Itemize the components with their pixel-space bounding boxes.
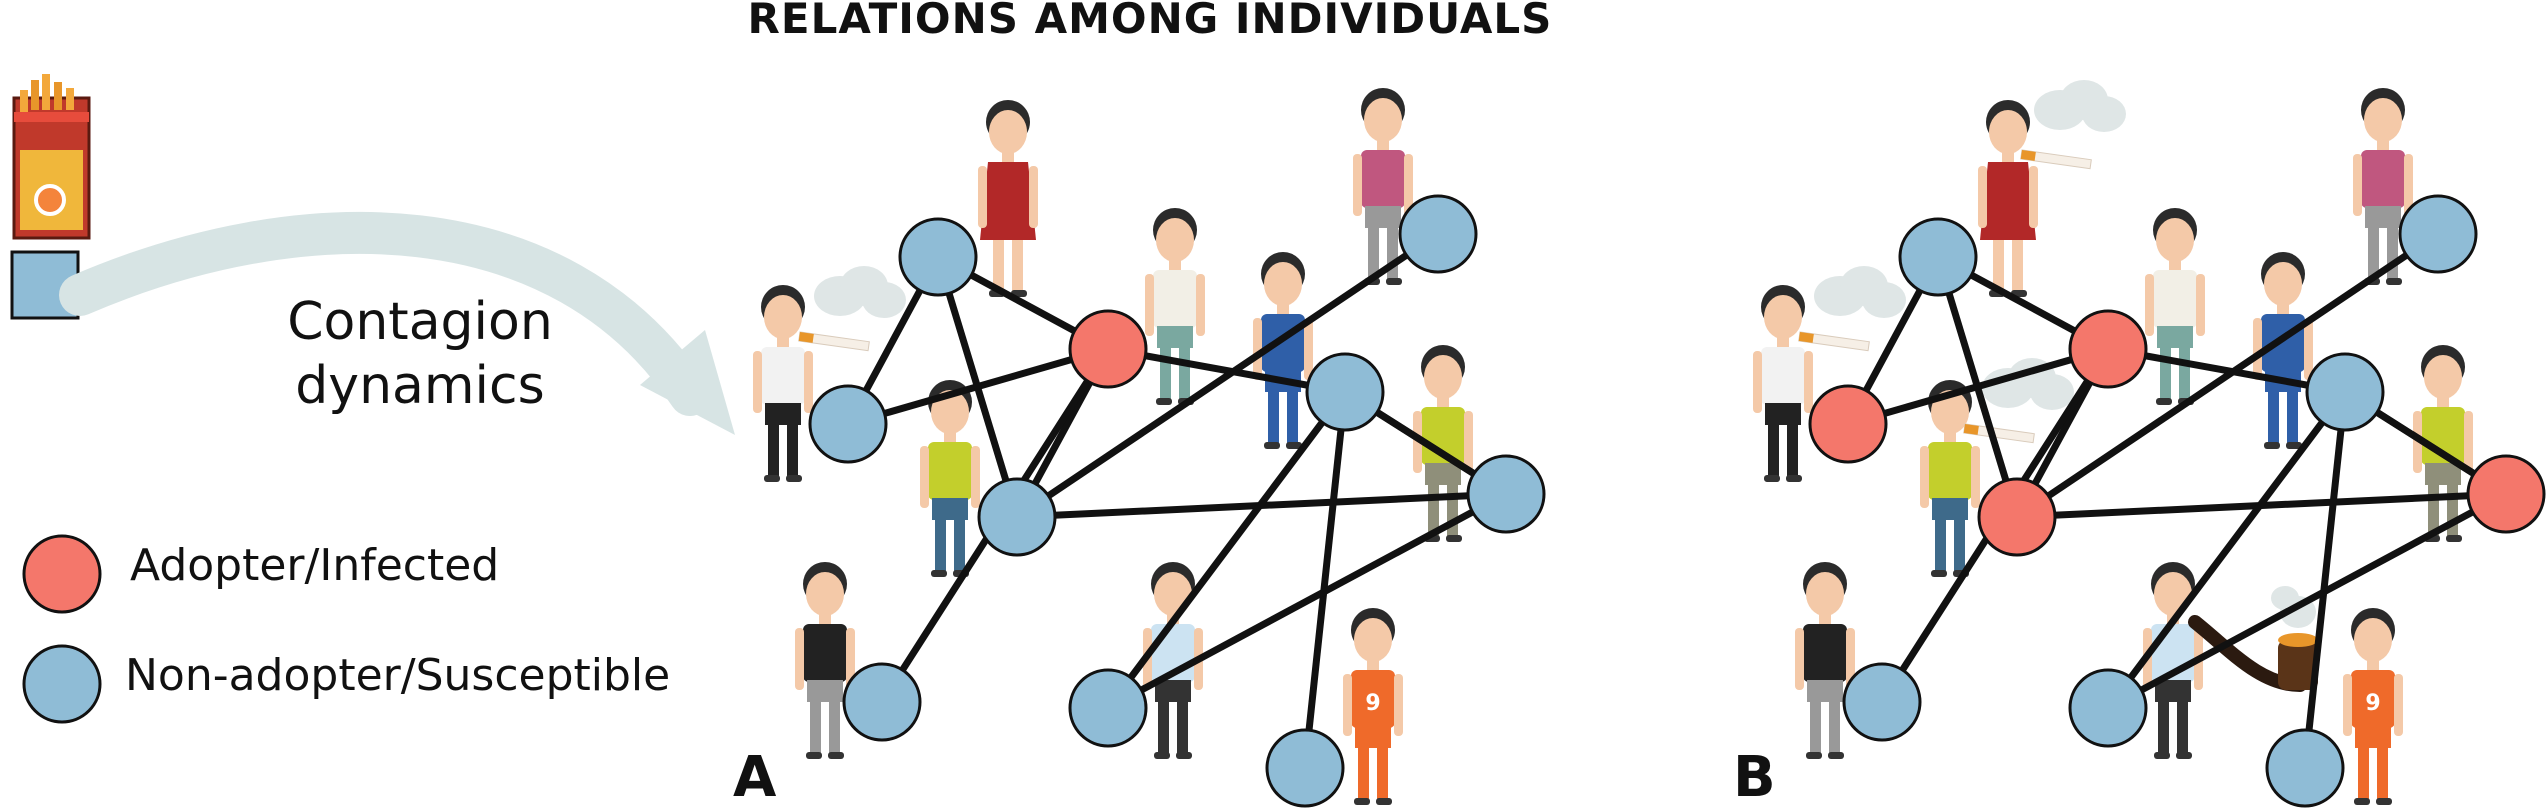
- panel-a-node-1-susceptible: [898, 217, 978, 297]
- people-panel-b: 9: [1753, 80, 2473, 805]
- panel-b-person-5: [1920, 380, 1980, 577]
- panel-a-person-4: [753, 285, 813, 482]
- panel-b-node-8-susceptible: [2068, 668, 2148, 748]
- figure-title: RELATIONS AMONG INDIVIDUALS: [747, 0, 1553, 43]
- panel-a-node-6-susceptible: [1398, 194, 1478, 274]
- panel-a-cigarette-icon: [798, 331, 870, 352]
- contagion-label: Contagion dynamics: [230, 290, 610, 418]
- panel-a-person-9: 9: [1343, 608, 1403, 805]
- panel-a-node-3-susceptible: [977, 477, 1057, 557]
- panel-a-edge-11: [1301, 391, 1349, 769]
- contagion-arrow-icon: [59, 212, 735, 435]
- panel-a-person-7: [795, 562, 855, 759]
- legend-susceptible-label: Non-adopter/Susceptible: [125, 650, 671, 701]
- cigarette-pack-icon: [12, 74, 91, 240]
- panel-a-node-8-susceptible: [1068, 668, 1148, 748]
- panel-b-cigarette-icon-1: [1798, 331, 1870, 352]
- panel-a-person-0: [978, 100, 1038, 297]
- panel-b-edge-6: [2107, 345, 2346, 396]
- panel-b-node-0-infected: [1808, 384, 1888, 464]
- panel-a-edge-12: [1106, 490, 1508, 712]
- panel-b-person-9: 9: [2343, 608, 2403, 805]
- panel-b-edge-7: [2015, 231, 2440, 520]
- panel-a-person-1: [1353, 88, 1413, 285]
- legend-susceptible-circle: [22, 644, 102, 724]
- panel-b-node-9-susceptible: [2265, 728, 2345, 808]
- panel-a-node-4-susceptible: [842, 662, 922, 742]
- panel-b-person-2: [2145, 208, 2205, 405]
- panel-b-edge-12: [2106, 490, 2508, 712]
- panel-b-smoke-icon-1: [1814, 266, 1906, 318]
- network-panel-b: [1808, 194, 2546, 808]
- contagion-line-1: Contagion: [287, 292, 553, 352]
- panel-a-person-5: [920, 380, 980, 577]
- panel-b-edge-3: [1934, 255, 2021, 519]
- panel-b-edge-10: [2105, 389, 2348, 711]
- panel-a-node-9-susceptible: [1265, 728, 1345, 808]
- panel-a-person-2: [1145, 208, 1205, 405]
- contagion-line-2: dynamics: [295, 356, 545, 416]
- panel-a-shirt-number: 9: [1365, 691, 1380, 716]
- panel-b-cigarette-icon-3: [1963, 423, 2035, 444]
- panel-b-shirt-number: 9: [2365, 691, 2380, 716]
- panel-b-smoke-icon-2: [2034, 80, 2126, 132]
- panel-b-node-2-infected: [2068, 309, 2148, 389]
- panel-a-node-2-infected: [1068, 309, 1148, 389]
- panel-b-cigarette-icon-2: [2020, 149, 2092, 170]
- panel-a-edge-6: [1107, 345, 1346, 396]
- panel-b-label: B: [1733, 745, 1776, 810]
- panel-b-person-7: [1795, 562, 1855, 759]
- panel-b-node-3-infected: [1977, 477, 2057, 557]
- panel-b-person-0: [1978, 100, 2038, 297]
- panel-b-node-5-susceptible: [2305, 352, 2385, 432]
- panel-b-node-1-susceptible: [1898, 217, 1978, 297]
- panel-a-label: A: [733, 745, 777, 810]
- panel-a-smoke-icon: [814, 266, 906, 318]
- panel-a-node-0-susceptible: [808, 384, 888, 464]
- legend-infected-circle: [22, 534, 102, 614]
- legend-infected-label: Adopter/Infected: [130, 540, 500, 591]
- panel-b-node-6-susceptible: [2398, 194, 2478, 274]
- panel-a-node-7-susceptible: [1466, 454, 1546, 534]
- panel-a-edge-10: [1105, 389, 1348, 711]
- panel-b-edge-11: [2301, 391, 2349, 769]
- panel-a-node-5-susceptible: [1305, 352, 1385, 432]
- network-panel-a: [808, 194, 1546, 808]
- panel-a-edge-3: [934, 255, 1021, 519]
- panel-a-edge-7: [1015, 231, 1440, 520]
- panel-b-person-4: [1753, 285, 1813, 482]
- panel-b-node-4-susceptible: [1842, 662, 1922, 742]
- panel-b-node-7-infected: [2466, 454, 2546, 534]
